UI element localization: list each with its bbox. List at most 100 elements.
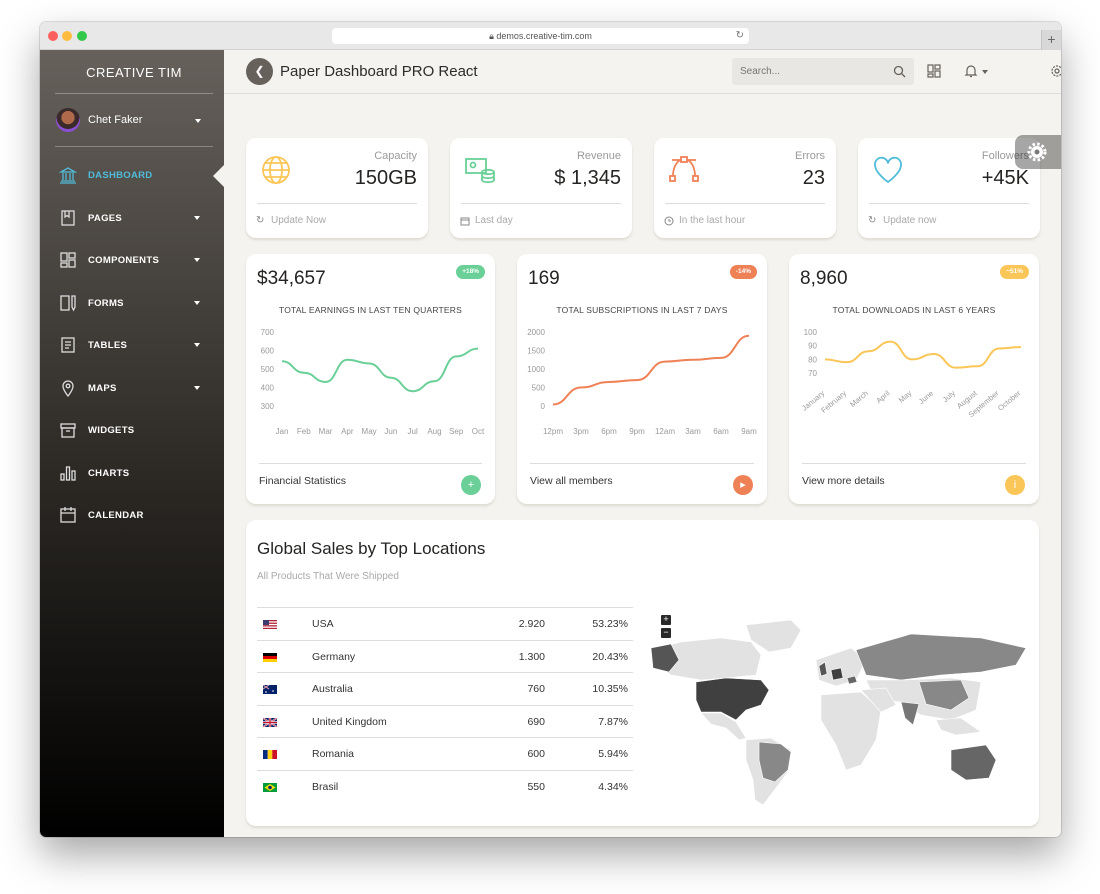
sidebar-item-tables[interactable]: TABLES — [40, 327, 224, 370]
minimize-window-button[interactable] — [62, 31, 72, 41]
stat-label: Errors — [795, 150, 825, 162]
vector-bezier-icon — [669, 156, 699, 182]
chart-footer-link[interactable]: View more details — [802, 475, 885, 487]
table-row: Germany 1.300 20.43% — [257, 639, 633, 673]
chart-footer-link[interactable]: View all members — [530, 475, 613, 487]
x-tick-label: March — [848, 389, 870, 409]
layout-icon — [60, 252, 76, 268]
stat-footer: Last day — [475, 215, 513, 226]
stat-footer[interactable]: Update Now — [271, 215, 327, 226]
line-chart: 700 600 500 400 300 Jan Feb Mar Apr May Jun Jul Aug S… — [261, 328, 485, 436]
x-tick-label: Feb — [297, 427, 311, 436]
close-window-button[interactable] — [48, 31, 58, 41]
stat-footer[interactable]: Update now — [883, 215, 937, 226]
sales-percent: 5.94% — [598, 748, 628, 761]
sidebar-item-widgets[interactable]: WIDGETS — [40, 412, 224, 455]
settings-plugin-button[interactable] — [1015, 135, 1061, 169]
user-menu[interactable]: Chet Faker — [55, 94, 213, 147]
x-tick-label: Jun — [384, 427, 397, 436]
sidebar-item-calendar[interactable]: CALENDAR — [40, 497, 224, 540]
sidebar-item-components[interactable]: COMPONENTS — [40, 242, 224, 285]
y-tick-label: 1000 — [527, 365, 545, 374]
chart-subtitle: TOTAL SUBSCRIPTIONS IN LAST 7 DAYS — [556, 305, 728, 315]
sidebar-item-maps[interactable]: MAPS — [40, 370, 224, 413]
world-map[interactable] — [651, 620, 1031, 810]
sidebar-item-pages[interactable]: PAGES — [40, 200, 224, 243]
map-region-germany — [830, 667, 844, 681]
user-name: Chet Faker — [88, 114, 143, 126]
bell-icon[interactable] — [964, 64, 978, 78]
x-tick-label: 3pm — [573, 427, 589, 436]
sidebar-item-label: TABLES — [88, 340, 128, 351]
series-line — [552, 334, 750, 406]
country-name: USA — [312, 618, 334, 630]
de-flag-icon — [263, 652, 277, 662]
map-region-greenland — [745, 620, 802, 653]
sales-percent: 4.34% — [598, 780, 628, 793]
us-flag-icon — [263, 620, 277, 629]
chevron-down-icon — [982, 70, 988, 74]
divider — [257, 203, 417, 204]
search-box[interactable] — [732, 58, 914, 85]
map-region-australia — [950, 744, 997, 781]
play-button[interactable]: ▸ — [733, 475, 753, 495]
y-tick-label: 70 — [808, 369, 817, 378]
sidebar-toggle-button[interactable]: ❮ — [246, 58, 273, 85]
refresh-icon[interactable]: ↻ — [256, 215, 265, 226]
chart-big-value: $34,657 — [257, 268, 326, 289]
stat-value: +45K — [981, 167, 1029, 189]
gear-icon[interactable] — [1050, 64, 1061, 78]
layout-grid-icon[interactable] — [927, 64, 941, 78]
sidebar-item-charts[interactable]: CHARTS — [40, 455, 224, 498]
bank-icon — [59, 167, 77, 184]
map-region-brazil — [758, 741, 792, 783]
search-input[interactable] — [732, 58, 882, 85]
map-region-china — [918, 679, 970, 711]
chart-footer-link[interactable]: Financial Statistics — [259, 475, 346, 487]
table-row: Australia 760 10.35% — [257, 672, 633, 705]
status-badge: -14% — [729, 265, 757, 279]
table-row: Romania 600 5.94% — [257, 737, 633, 770]
line-chart: 2000 1500 1000 500 0 12pm 3pm 6pm 9pm 12am 3am 6am 9… — [527, 328, 757, 436]
info-button[interactable]: i — [1005, 475, 1025, 495]
book-icon — [61, 209, 75, 226]
maximize-window-button[interactable] — [77, 31, 87, 41]
sidebar-item-label: COMPONENTS — [88, 255, 160, 266]
chart-subtitle: TOTAL EARNINGS IN LAST TEN QUARTERS — [278, 305, 463, 315]
card-subtitle: All Products That Were Shipped — [257, 571, 399, 582]
y-tick-label: 500 — [261, 365, 275, 374]
map-zoom-out-button[interactable]: − — [661, 628, 671, 638]
refresh-icon[interactable]: ↻ — [868, 215, 877, 226]
browser-window: 🔒︎ demos.creative-tim.com ↻ + CREATIVE T… — [40, 22, 1061, 837]
country-name: Romania — [312, 748, 355, 761]
stat-footer: In the last hour — [679, 215, 746, 226]
sidebar-item-forms[interactable]: FORMS — [40, 285, 224, 328]
stat-card-revenue: Revenue $ 1,345 Last day — [450, 138, 632, 238]
heart-icon — [874, 156, 902, 184]
map-zoom-in-button[interactable]: + — [661, 615, 671, 625]
y-tick-label: 1500 — [527, 347, 545, 356]
x-tick-label: May — [362, 427, 377, 436]
global-sales-card: Global Sales by Top Locations All Produc… — [246, 520, 1039, 826]
map-region-usa — [695, 677, 770, 721]
sales-percent: 7.87% — [598, 715, 628, 728]
x-tick-label: June — [917, 389, 935, 406]
x-tick-label: Jul — [408, 427, 418, 436]
chart-subtitle: TOTAL DOWNLOADS IN LAST 6 YEARS — [832, 305, 996, 315]
add-button[interactable]: + — [461, 475, 481, 495]
address-bar[interactable]: 🔒︎ demos.creative-tim.com ↻ — [332, 28, 749, 44]
x-tick-label: 12pm — [543, 427, 563, 436]
avatar — [56, 108, 80, 132]
map-region-africa — [820, 691, 882, 771]
y-tick-label: 80 — [808, 355, 817, 364]
brand-logo-text[interactable]: CREATIVE TIM — [55, 50, 213, 94]
stat-card-followers: Followers +45K ↻ Update now — [858, 138, 1040, 238]
new-tab-button[interactable]: + — [1041, 30, 1061, 50]
divider — [461, 203, 621, 204]
reload-icon[interactable]: ↻ — [735, 30, 744, 41]
chevron-left-icon: ❮ — [254, 64, 265, 78]
search-icon[interactable] — [893, 65, 906, 78]
stat-value: $ 1,345 — [554, 167, 621, 189]
sidebar-item-dashboard[interactable]: DASHBOARD — [40, 157, 224, 200]
sales-value: 550 — [527, 780, 545, 793]
